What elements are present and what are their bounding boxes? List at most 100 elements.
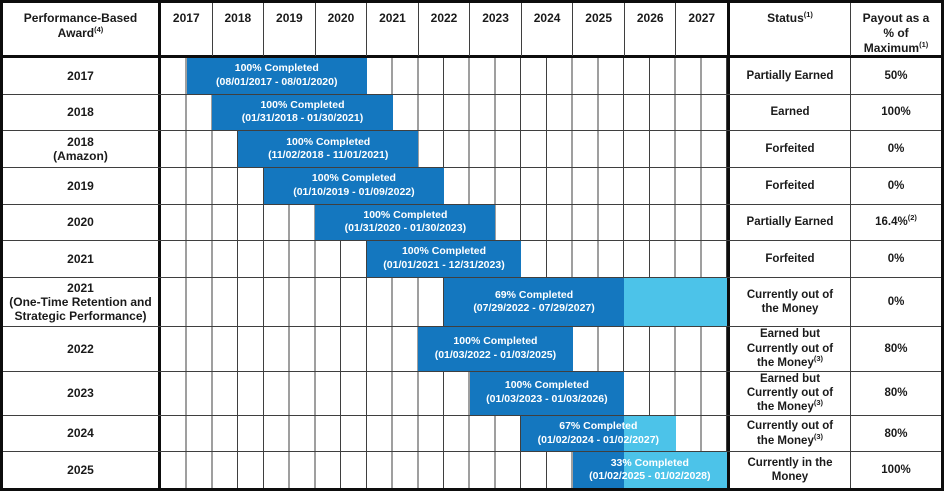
year-header-2021: 2021 (367, 3, 419, 56)
award-cell: 2023 (3, 372, 158, 415)
status-text: Earned (770, 106, 810, 119)
year-header-2026: 2026 (625, 3, 677, 56)
bar-label: 100% Completed (01/03/2023 - 01/03/2026) (470, 372, 624, 415)
award-cell: 2018 (3, 95, 158, 131)
year-header-2020: 2020 (316, 3, 368, 56)
status-column-header: Status(1) (727, 3, 850, 56)
timeline-cell: 100% Completed (08/01/2017 - 08/01/2020) (158, 58, 727, 94)
payout-text: 80% (884, 343, 908, 355)
status-cell: Partially Earned (727, 58, 850, 94)
payout-cell: 80% (850, 415, 941, 452)
gantt-bar-remaining (624, 415, 676, 452)
timeline-cell: 100% Completed (01/03/2022 - 01/03/2025) (158, 327, 727, 371)
gantt-bar-remaining (624, 277, 727, 327)
year-header-2023: 2023 (470, 3, 522, 56)
bar-dates-text: (01/31/2018 - 01/30/2021) (241, 112, 364, 125)
bar-dates-text: (01/02/2025 - 01/02/2028) (589, 470, 711, 483)
status-cell: Earned (727, 94, 850, 131)
status-text: Partially Earned (746, 216, 834, 229)
award-year-label: 2024 (67, 426, 94, 441)
award-cell: 2019 (3, 168, 158, 204)
status-cell: Forfeited (727, 241, 850, 277)
award-cell: 2021 (One-Time Retention and Strategic Pe… (3, 278, 158, 327)
award-cell: 2024 (3, 416, 158, 452)
timeline-cell: 100% Completed (01/10/2019 - 01/09/2022) (158, 167, 727, 204)
table-row-award-2024: 2024 67% Completed (01/02/2024 - 01/02/202… (3, 414, 941, 452)
payout-cell: 0% (850, 131, 941, 167)
payout-footnote: (2) (907, 213, 917, 223)
gantt-bar: 100% Completed (01/03/2022 - 01/03/2025) (418, 327, 573, 371)
gantt-bar: 100% Completed (01/01/2021 - 12/31/2023) (366, 241, 522, 277)
status-text: Forfeited (765, 142, 815, 155)
payout-column-footnote: (1) (919, 40, 929, 49)
timeline-cell: 33% Completed (01/02/2025 - 01/02/2028) (158, 452, 727, 488)
gantt-bar: 100% Completed (01/10/2019 - 01/09/2022) (263, 167, 444, 204)
status-cell: Currently in the Money (727, 452, 850, 488)
bar-completion-text: 69% Completed (494, 288, 574, 301)
payout-text: 0% (887, 296, 905, 309)
payout-text: 100% (881, 106, 911, 119)
timeline-cell: 100% Completed (11/02/2018 - 11/01/2021) (158, 131, 727, 167)
bar-label: 100% Completed (01/01/2021 - 12/31/2023) (367, 241, 521, 277)
status-text: Forfeited (765, 179, 815, 192)
bar-completion-text: 100% Completed (311, 172, 396, 185)
status-cell: Partially Earned (727, 204, 850, 241)
award-year-label: 2022 (67, 341, 94, 356)
bar-label: 100% Completed (01/03/2022 - 01/03/2025) (418, 327, 572, 370)
payout-cell: 100% (850, 452, 941, 488)
bar-label: 100% Completed (01/10/2019 - 01/09/2022) (264, 168, 444, 204)
table-row-award-2018: 2018 100% Completed (01/31/2018 - 01/30/20… (3, 93, 941, 131)
payout-text: 0% (887, 253, 905, 266)
timeline-cell: 67% Completed (01/02/2024 - 01/02/2027) (158, 415, 727, 452)
status-cell: Currently out of the Money(3) (727, 415, 850, 452)
payout-cell: 80% (850, 327, 941, 371)
timeline-cell: 69% Completed (07/29/2022 - 07/29/2027) (158, 277, 727, 327)
payout-column-label: Payout as a % of Maximum (862, 11, 930, 55)
year-axis-header: 2017 2018 2019 2020 2021 2022 2023 2024 2025 2026… (158, 3, 727, 56)
award-column-header: Performance-Based Award(4) (3, 3, 158, 56)
bar-label: 33% Completed (01/02/2025 - 01/02/2028) (573, 452, 727, 488)
status-cell: Earned but Currently out of the Money(3) (727, 371, 850, 415)
status-text: Earned but Currently out of the Money(3) (746, 372, 834, 414)
payout-cell: 100% (850, 94, 941, 131)
award-cell: 2018 (Amazon) (3, 131, 158, 167)
bar-dates-text: (01/10/2019 - 01/09/2022) (293, 185, 415, 198)
gantt-bar: 100% Completed (01/31/2020 - 01/30/2023) (315, 204, 496, 241)
payout-cell: 16.4%(2) (850, 204, 941, 241)
bar-dates-text: (07/29/2022 - 07/29/2027) (473, 302, 595, 315)
bar-completion-text: 100% Completed (453, 335, 538, 348)
award-cell: 2017 (3, 58, 158, 94)
award-cell: 2022 (3, 327, 158, 370)
table-row-award-2019: 2019 100% Completed (01/10/2019 - 01/09/20… (3, 166, 941, 204)
status-text: Currently in the Money (747, 456, 833, 484)
status-cell: Forfeited (727, 167, 850, 204)
award-year-label: 2021 (67, 280, 94, 295)
bar-completion-text: 100% Completed (286, 135, 371, 148)
payout-cell: 0% (850, 241, 941, 277)
award-sub-label: (Amazon) (53, 149, 108, 164)
timeline-cell: 100% Completed (01/03/2023 - 01/03/2026) (158, 371, 727, 415)
award-year-label: 2018 (67, 134, 94, 149)
bar-dates-text: (08/01/2017 - 08/01/2020) (216, 75, 338, 88)
table-row-award-2023: 2023 100% Completed (01/03/2023 - 01/03/20… (3, 370, 941, 415)
year-header-2022: 2022 (419, 3, 471, 56)
timeline-cell: 100% Completed (01/01/2021 - 12/31/2023) (158, 241, 727, 277)
payout-cell: 50% (850, 58, 941, 94)
status-cell: Forfeited (727, 131, 850, 167)
table-row-award-2020: 2020 100% Completed (01/31/2020 - 01/30/20… (3, 203, 941, 241)
payout-text: 16.4%(2) (875, 213, 917, 229)
award-year-label: 2020 (67, 215, 94, 230)
payout-cell: 0% (850, 167, 941, 204)
payout-text: 80% (884, 387, 908, 400)
status-text: Currently out of the Money (746, 288, 834, 316)
payout-column-header-text: Payout as a % of Maximum(1) (857, 11, 935, 56)
status-text: Forfeited (765, 252, 815, 265)
bar-dates-text: (01/02/2024 - 01/02/2027) (537, 433, 660, 446)
status-cell: Currently out of the Money (727, 277, 850, 327)
bar-dates-text: (01/31/2020 - 01/30/2023) (344, 222, 467, 235)
bar-label: 100% Completed (08/01/2017 - 08/01/2020) (187, 58, 367, 94)
gantt-bar: 100% Completed (01/31/2018 - 01/30/2021) (212, 94, 393, 131)
gantt-bar: 100% Completed (11/02/2018 - 11/01/2021) (238, 131, 419, 167)
year-header-2024: 2024 (522, 3, 574, 56)
year-header-2017: 2017 (161, 3, 213, 56)
